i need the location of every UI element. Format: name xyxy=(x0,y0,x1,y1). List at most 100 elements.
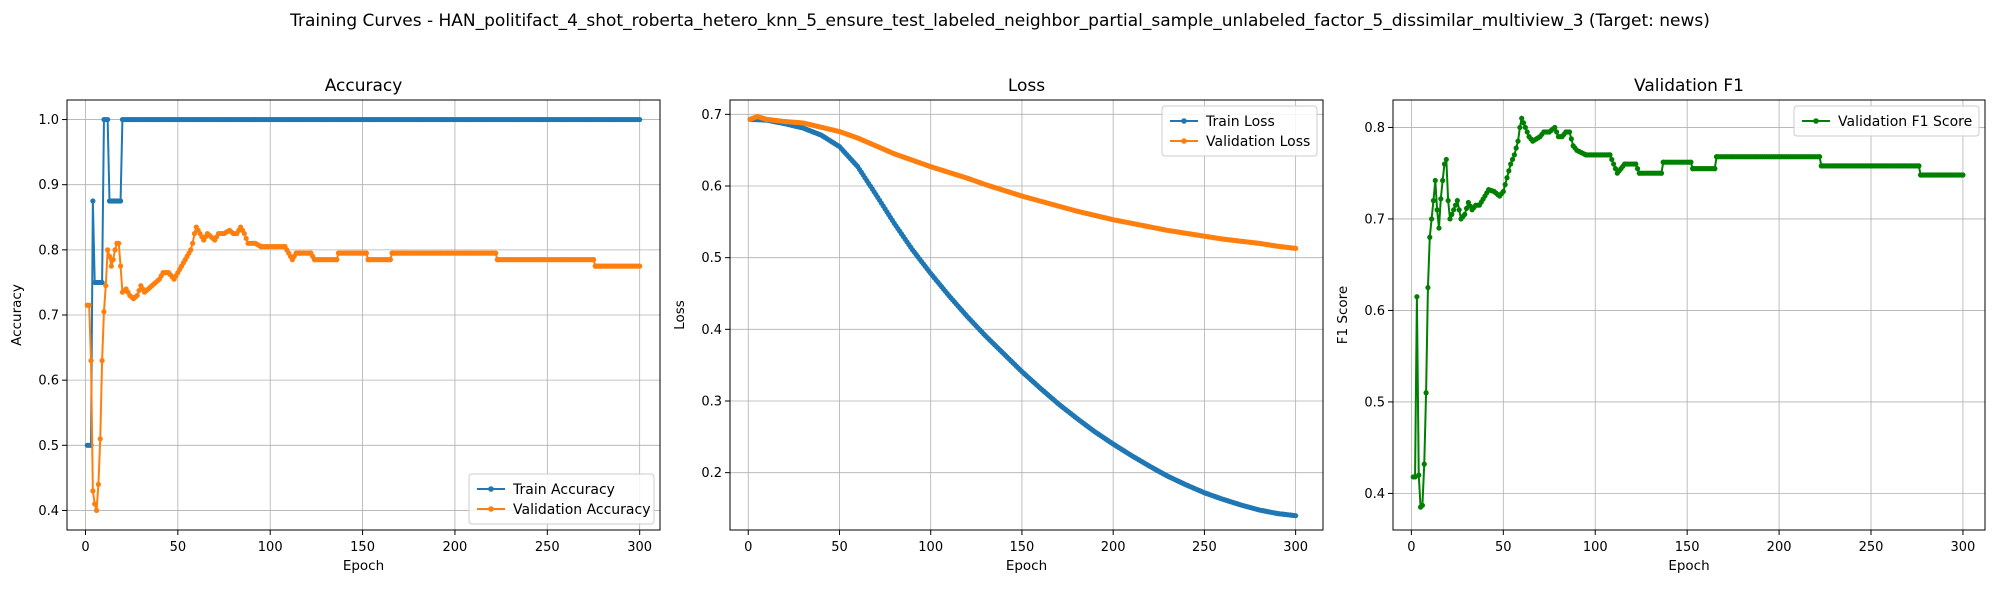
accuracy-series-1-point xyxy=(112,247,118,253)
f1-xtick-label-0: 0 xyxy=(1407,540,1415,555)
loss-legend-label-1: Validation Loss xyxy=(1206,134,1310,150)
accuracy-legend-label-1: Validation Accuracy xyxy=(513,502,651,518)
accuracy-series-1-point xyxy=(110,257,116,263)
f1-series-0-point xyxy=(1432,177,1438,184)
f1-series-0-point xyxy=(1434,207,1440,213)
loss-ylabel: Loss xyxy=(672,300,688,330)
accuracy-ytick-label-6: 1.0 xyxy=(38,113,59,128)
f1-series-0-point xyxy=(1427,234,1433,240)
loss-axes-frame xyxy=(729,99,1324,531)
f1-xlabel: Epoch xyxy=(1668,558,1709,574)
f1-series-0-point xyxy=(1554,129,1560,135)
loss-xtick-label-1: 50 xyxy=(831,540,848,555)
f1-series-0-point xyxy=(1522,124,1528,131)
accuracy-xtick-label-0: 0 xyxy=(81,540,89,555)
loss-series-1-point xyxy=(1293,245,1299,251)
f1-ylabel: F1 Score xyxy=(1335,286,1351,344)
accuracy-legend: Train Accuracy Validation Accuracy xyxy=(468,473,655,525)
accuracy-series-1-point xyxy=(92,501,98,507)
f1-series-0-point xyxy=(1517,124,1523,131)
accuracy-series-0-line-0 xyxy=(87,118,640,447)
loss-xtick-label-0: 0 xyxy=(744,540,752,555)
f1-series-0-point xyxy=(1513,145,1519,151)
accuracy-ytick-label-4: 0.8 xyxy=(38,243,59,258)
f1-series-0-point xyxy=(1423,390,1429,396)
f1-series-0-point xyxy=(1633,161,1639,167)
f1-ytick-label-4: 0.8 xyxy=(1364,121,1385,136)
f1-xtick-label-6: 300 xyxy=(1951,540,1976,555)
f1-series-0-point xyxy=(1430,198,1437,204)
accuracy-ytick-label-1: 0.5 xyxy=(38,439,59,454)
loss-series-0 xyxy=(747,116,1299,519)
loss-grid xyxy=(730,100,1323,530)
accuracy-series-0-point xyxy=(117,198,124,204)
accuracy-series-1-point xyxy=(116,240,122,246)
accuracy-series-0-point xyxy=(90,198,96,204)
accuracy-series-0 xyxy=(84,116,643,448)
f1-series-0-point xyxy=(1688,159,1694,165)
f1-series-0-point xyxy=(1447,216,1453,222)
f1-series-0-point xyxy=(1515,138,1521,144)
f1-xtick-label-2: 100 xyxy=(1583,540,1608,555)
f1-series-0-point xyxy=(1421,461,1427,467)
f1-axes-frame xyxy=(1392,99,1986,531)
f1-series-0-point xyxy=(1451,207,1457,213)
loss-xtick-label-5: 250 xyxy=(1192,540,1217,555)
accuracy-series xyxy=(84,116,643,514)
f1-series-0-point xyxy=(1441,161,1448,167)
f1-series-0-point xyxy=(1607,152,1613,158)
accuracy-axes-frame xyxy=(66,99,661,531)
accuracy-series-1-point xyxy=(190,240,196,246)
accuracy-series-1-line-0 xyxy=(87,224,262,511)
accuracy-series-1-point xyxy=(334,257,340,263)
accuracy-series-1-point xyxy=(243,235,249,242)
accuracy-series-1-point xyxy=(106,253,113,259)
accuracy-series-0-point xyxy=(637,116,643,123)
f1-series-0-point xyxy=(1568,136,1574,142)
f1-series-0-point xyxy=(1419,502,1426,508)
loss-ytick-label-2: 0.4 xyxy=(701,323,722,338)
f1-series-0-point xyxy=(1440,177,1446,184)
accuracy-xtick-label-3: 150 xyxy=(350,540,375,555)
accuracy-title: Accuracy xyxy=(325,76,403,96)
loss-xtick-label-4: 200 xyxy=(1101,540,1126,555)
accuracy-grid xyxy=(67,100,660,530)
f1-series-0-point xyxy=(1916,163,1922,169)
accuracy-series-1-point xyxy=(97,436,103,442)
accuracy-series-0-point xyxy=(105,116,111,123)
accuracy-series-1-point xyxy=(117,263,124,269)
accuracy-ytick-label-3: 0.7 xyxy=(38,309,59,324)
accuracy-xtick-label-2: 100 xyxy=(258,540,283,555)
accuracy-panel: 0 50 100 150 200 250 3000.40.50.60.70.80.91.0 … xyxy=(9,76,661,574)
f1-series-0-point xyxy=(1425,284,1431,291)
f1-series-0-point xyxy=(1816,154,1823,160)
f1-series-0-line-0 xyxy=(1413,114,1587,510)
accuracy-series-1-point xyxy=(93,507,100,514)
loss-series-0-line-0 xyxy=(750,118,1296,517)
accuracy-ytick-label-2: 0.6 xyxy=(38,374,59,389)
accuracy-legend-marker-1 xyxy=(488,506,494,512)
accuracy-series-1-point xyxy=(99,358,105,364)
accuracy-series-0-point xyxy=(99,279,105,286)
f1-series-0-point xyxy=(1712,166,1718,172)
loss-ytick-label-3: 0.5 xyxy=(701,251,722,266)
loss-xtick-label-3: 150 xyxy=(1010,540,1035,555)
accuracy-series-1-point xyxy=(241,230,247,237)
accuracy-xtick-label-1: 50 xyxy=(170,540,187,555)
f1-series-0-point xyxy=(1416,472,1422,478)
accuracy-series-1-point xyxy=(105,247,111,253)
loss-ytick-label-0: 0.2 xyxy=(701,466,722,481)
f1-ytick-label-1: 0.5 xyxy=(1364,395,1385,410)
accuracy-xtick-label-6: 300 xyxy=(627,540,652,555)
f1-series-0-point xyxy=(1502,182,1508,188)
accuracy-series-1 xyxy=(84,224,643,514)
accuracy-legend-box xyxy=(468,473,655,525)
f1-series-0-point xyxy=(1443,156,1449,163)
f1-series-0-point xyxy=(1509,156,1516,163)
accuracy-legend-marker-0 xyxy=(488,486,494,492)
f1-series-0-point xyxy=(1658,170,1665,176)
accuracy-ytick-label-0: 0.4 xyxy=(38,504,59,519)
accuracy-series-1-point xyxy=(637,263,643,269)
accuracy-series-1-point xyxy=(88,358,94,364)
loss-series-0-point xyxy=(1293,513,1299,519)
